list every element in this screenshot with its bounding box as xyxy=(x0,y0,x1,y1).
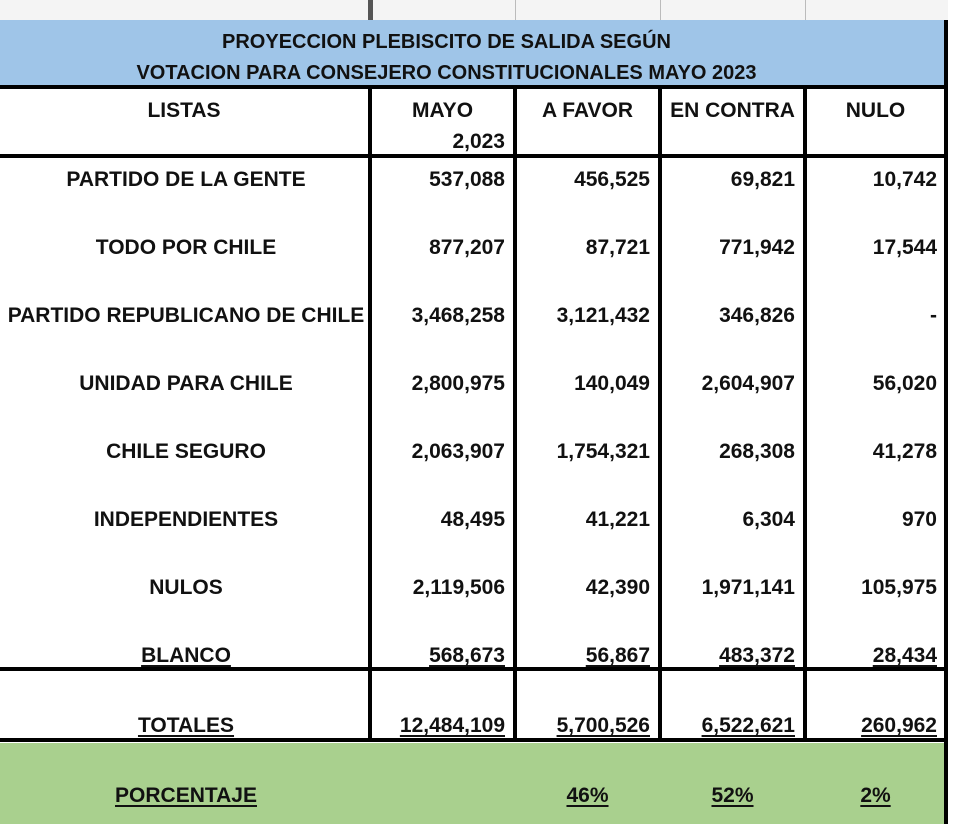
row-en-contra: 6,304 xyxy=(742,508,795,531)
grid-line xyxy=(0,667,948,671)
percentage-label: PORCENTAJE xyxy=(115,784,257,807)
sheet-top-divider xyxy=(368,0,373,20)
row-a-favor: 87,721 xyxy=(585,236,650,259)
row-lista: PARTIDO REPUBLICANO DE CHILE xyxy=(7,304,365,327)
row-lista: BLANCO xyxy=(141,644,231,667)
row-a-favor: 42,390 xyxy=(585,576,650,599)
row-lista: TODO POR CHILE xyxy=(95,236,277,259)
title-line-1: PROYECCION PLEBISCITO DE SALIDA SEGÚN xyxy=(222,31,671,53)
row-lista: PARTIDO DE LA GENTE xyxy=(66,168,306,191)
row-mayo: 537,088 xyxy=(429,168,505,191)
row-en-contra: 346,826 xyxy=(719,304,795,327)
row-lista: NULOS xyxy=(149,576,223,599)
row-nulo: 970 xyxy=(901,508,937,531)
header-mayo-year: 2,023 xyxy=(452,130,505,153)
grid-line xyxy=(803,89,807,738)
grid-line xyxy=(0,738,948,742)
row-mayo: 3,468,258 xyxy=(411,304,505,327)
percentage-en-contra: 52% xyxy=(711,784,754,807)
sheet-top-divider xyxy=(805,0,806,20)
row-mayo: 2,119,506 xyxy=(412,576,505,599)
sheet-top-divider xyxy=(515,0,516,20)
totals-en-contra: 6,522,621 xyxy=(701,714,795,737)
row-en-contra: 69,821 xyxy=(730,168,795,191)
sheet-top-divider xyxy=(660,0,661,20)
totals-label: TOTALES xyxy=(137,714,235,737)
grid-line xyxy=(658,89,662,738)
row-nulo: 105,975 xyxy=(861,576,937,599)
row-en-contra: 2,604,907 xyxy=(701,372,795,395)
row-mayo: 2,063,907 xyxy=(411,440,505,463)
row-a-favor: 1,754,321 xyxy=(556,440,650,463)
row-mayo: 2,800,975 xyxy=(411,372,505,395)
percentage-band xyxy=(0,743,946,824)
row-nulo: 41,278 xyxy=(872,440,937,463)
row-nulo: 56,020 xyxy=(872,372,937,395)
header-a-favor: A FAVOR xyxy=(541,99,633,122)
row-en-contra: 268,308 xyxy=(719,440,795,463)
grid-line xyxy=(0,154,948,158)
row-lista: CHILE SEGURO xyxy=(106,440,266,463)
row-mayo: 48,495 xyxy=(440,508,505,531)
row-a-favor: 56,867 xyxy=(585,644,650,667)
grid-line xyxy=(0,85,948,89)
row-mayo: 568,673 xyxy=(429,644,505,667)
row-a-favor: 3,121,432 xyxy=(556,304,650,327)
row-a-favor: 140,049 xyxy=(574,372,650,395)
totals-mayo: 12,484,109 xyxy=(399,714,505,737)
row-nulo: 28,434 xyxy=(872,644,937,667)
row-a-favor: 456,525 xyxy=(574,168,650,191)
title-line-2: VOTACION PARA CONSEJERO CONSTITUCIONALES… xyxy=(136,62,757,84)
totals-a-favor: 5,700,526 xyxy=(556,714,650,737)
row-en-contra: 771,942 xyxy=(719,236,795,259)
row-en-contra: 1,971,141 xyxy=(701,576,795,599)
row-en-contra: 483,372 xyxy=(719,644,795,667)
grid-line xyxy=(368,89,372,738)
row-lista: INDEPENDIENTES xyxy=(93,508,279,531)
row-mayo: 877,207 xyxy=(429,236,505,259)
percentage-nulo: 2% xyxy=(860,784,891,807)
totals-nulo: 260,962 xyxy=(861,714,937,737)
grid-line xyxy=(513,89,517,738)
row-nulo: 17,544 xyxy=(872,236,937,259)
header-en-contra: EN CONTRA xyxy=(670,99,795,122)
title-band xyxy=(0,20,946,86)
grid-line xyxy=(944,20,948,824)
row-nulo: - xyxy=(930,304,937,327)
header-listas: LISTAS xyxy=(147,99,221,122)
row-lista: UNIDAD PARA CHILE xyxy=(79,372,293,395)
row-nulo: 10,742 xyxy=(872,168,937,191)
right-margin xyxy=(948,0,965,824)
percentage-a-favor: 46% xyxy=(566,784,609,807)
header-mayo: MAYO xyxy=(411,99,474,122)
header-nulo: NULO xyxy=(845,99,906,122)
row-a-favor: 41,221 xyxy=(585,508,650,531)
